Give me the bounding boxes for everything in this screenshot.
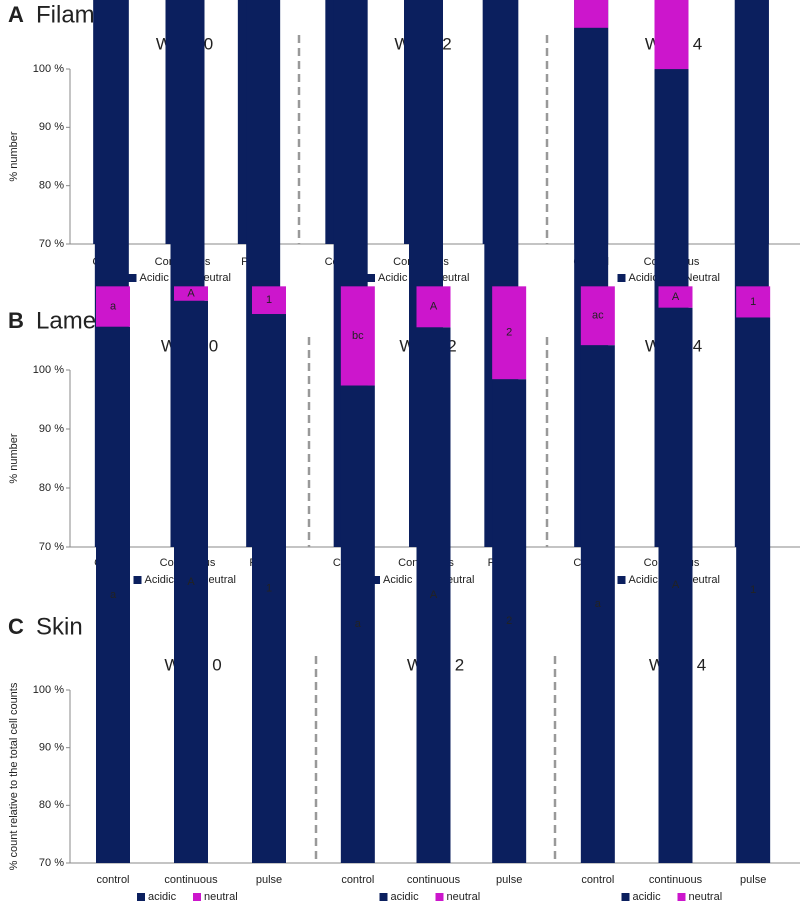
bar-annotation: 1 bbox=[750, 584, 756, 596]
legend-label: Acidic bbox=[140, 272, 170, 284]
y-tick-label: 100 % bbox=[33, 364, 64, 376]
x-tick-label: control bbox=[96, 874, 129, 886]
y-tick-label: 100 % bbox=[33, 63, 64, 75]
y-tick-label: 100 % bbox=[33, 684, 64, 696]
bar-annotation: 2 bbox=[506, 615, 512, 627]
bar-segment bbox=[658, 307, 693, 863]
y-axis-label: % count relative to the total cell count… bbox=[8, 682, 20, 870]
bar-segment bbox=[574, 0, 609, 28]
panel-letter: C bbox=[8, 614, 24, 639]
bar-annotation: A bbox=[187, 287, 195, 299]
bar-annotation: A bbox=[430, 589, 438, 601]
legend-label: Neutral bbox=[685, 574, 720, 586]
legend-label: Acidic bbox=[383, 574, 413, 586]
bar-annotation: a bbox=[110, 300, 117, 312]
bar-segment bbox=[416, 286, 451, 328]
x-tick-label: continuous bbox=[407, 874, 461, 886]
legend-label: Neutral bbox=[201, 574, 236, 586]
y-tick-label: 80 % bbox=[39, 482, 64, 494]
bar-annotation: A bbox=[430, 301, 438, 313]
bar-annotation: bc bbox=[352, 330, 364, 342]
legend-label: Acidic bbox=[629, 272, 659, 284]
y-axis-label: % number bbox=[8, 433, 20, 483]
y-tick-label: 70 % bbox=[39, 857, 64, 869]
bar-segment bbox=[96, 286, 130, 327]
bar-annotation: a bbox=[595, 598, 602, 610]
bar-annotation: A bbox=[672, 579, 680, 591]
x-tick-label: control bbox=[581, 874, 614, 886]
bar-segment bbox=[252, 286, 286, 315]
bar-segment bbox=[658, 286, 693, 308]
legend-label: neutral bbox=[447, 891, 481, 903]
legend-swatch bbox=[367, 274, 375, 282]
x-tick-label: pulse bbox=[740, 874, 766, 886]
legend-label: neutral bbox=[204, 891, 238, 903]
y-tick-label: 70 % bbox=[39, 541, 64, 553]
legend-label: Neutral bbox=[685, 272, 720, 284]
legend-swatch bbox=[128, 274, 137, 282]
legend-label: neutral bbox=[689, 891, 723, 903]
bar-segment bbox=[492, 286, 527, 380]
x-tick-label: pulse bbox=[256, 874, 282, 886]
legend-swatch bbox=[193, 893, 201, 901]
bar-segment bbox=[654, 0, 689, 70]
bar-segment bbox=[580, 286, 615, 346]
bar-annotation: 1 bbox=[266, 582, 272, 594]
panel-letter: A bbox=[8, 2, 24, 27]
bar-segment bbox=[252, 314, 286, 864]
legend-swatch bbox=[617, 274, 626, 282]
legend-swatch bbox=[677, 893, 686, 901]
legend-swatch bbox=[621, 893, 630, 901]
legend-label: acidic bbox=[148, 891, 177, 903]
bar-segment bbox=[416, 327, 451, 863]
y-tick-label: 80 % bbox=[39, 180, 64, 192]
legend-swatch bbox=[372, 576, 380, 584]
legend-swatch bbox=[137, 893, 145, 901]
bar-annotation: a bbox=[355, 618, 362, 630]
legend-label: acidic bbox=[633, 891, 662, 903]
bar-segment bbox=[492, 379, 527, 863]
legend-swatch bbox=[133, 576, 142, 584]
y-tick-label: 80 % bbox=[39, 799, 64, 811]
bar-segment bbox=[736, 317, 771, 863]
legend-swatch bbox=[435, 893, 444, 901]
y-tick-label: 90 % bbox=[39, 423, 64, 435]
bar-segment bbox=[340, 286, 375, 386]
bar-annotation: A bbox=[672, 291, 680, 303]
y-axis-label: % number bbox=[8, 131, 20, 181]
bar-annotation: a bbox=[110, 589, 117, 601]
panel-title: Skin bbox=[36, 613, 83, 640]
bar-segment bbox=[174, 300, 208, 863]
bar-annotation: A bbox=[187, 576, 195, 588]
y-tick-label: 90 % bbox=[39, 121, 64, 133]
y-tick-label: 90 % bbox=[39, 742, 64, 754]
legend-label: Acidic bbox=[145, 574, 175, 586]
legend-label: acidic bbox=[391, 891, 420, 903]
panel-letter: B bbox=[8, 308, 24, 333]
bar-annotation: 2 bbox=[506, 327, 512, 339]
bar-segment bbox=[174, 286, 208, 301]
legend-swatch bbox=[379, 893, 388, 901]
bar-annotation: 1 bbox=[266, 294, 272, 306]
bar-annotation: ac bbox=[592, 310, 604, 322]
bar-segment bbox=[340, 385, 375, 863]
legend-label: Acidic bbox=[378, 272, 408, 284]
legend-swatch bbox=[617, 576, 626, 584]
x-tick-label: continuous bbox=[164, 874, 218, 886]
bar-segment bbox=[96, 326, 130, 863]
x-tick-label: continuous bbox=[649, 874, 703, 886]
bar-segment bbox=[736, 286, 771, 318]
y-tick-label: 70 % bbox=[39, 238, 64, 250]
legend-label: Acidic bbox=[629, 574, 659, 586]
bar-annotation: 1 bbox=[750, 296, 756, 308]
x-tick-label: control bbox=[341, 874, 374, 886]
x-tick-label: pulse bbox=[496, 874, 522, 886]
bar-segment bbox=[580, 345, 615, 863]
